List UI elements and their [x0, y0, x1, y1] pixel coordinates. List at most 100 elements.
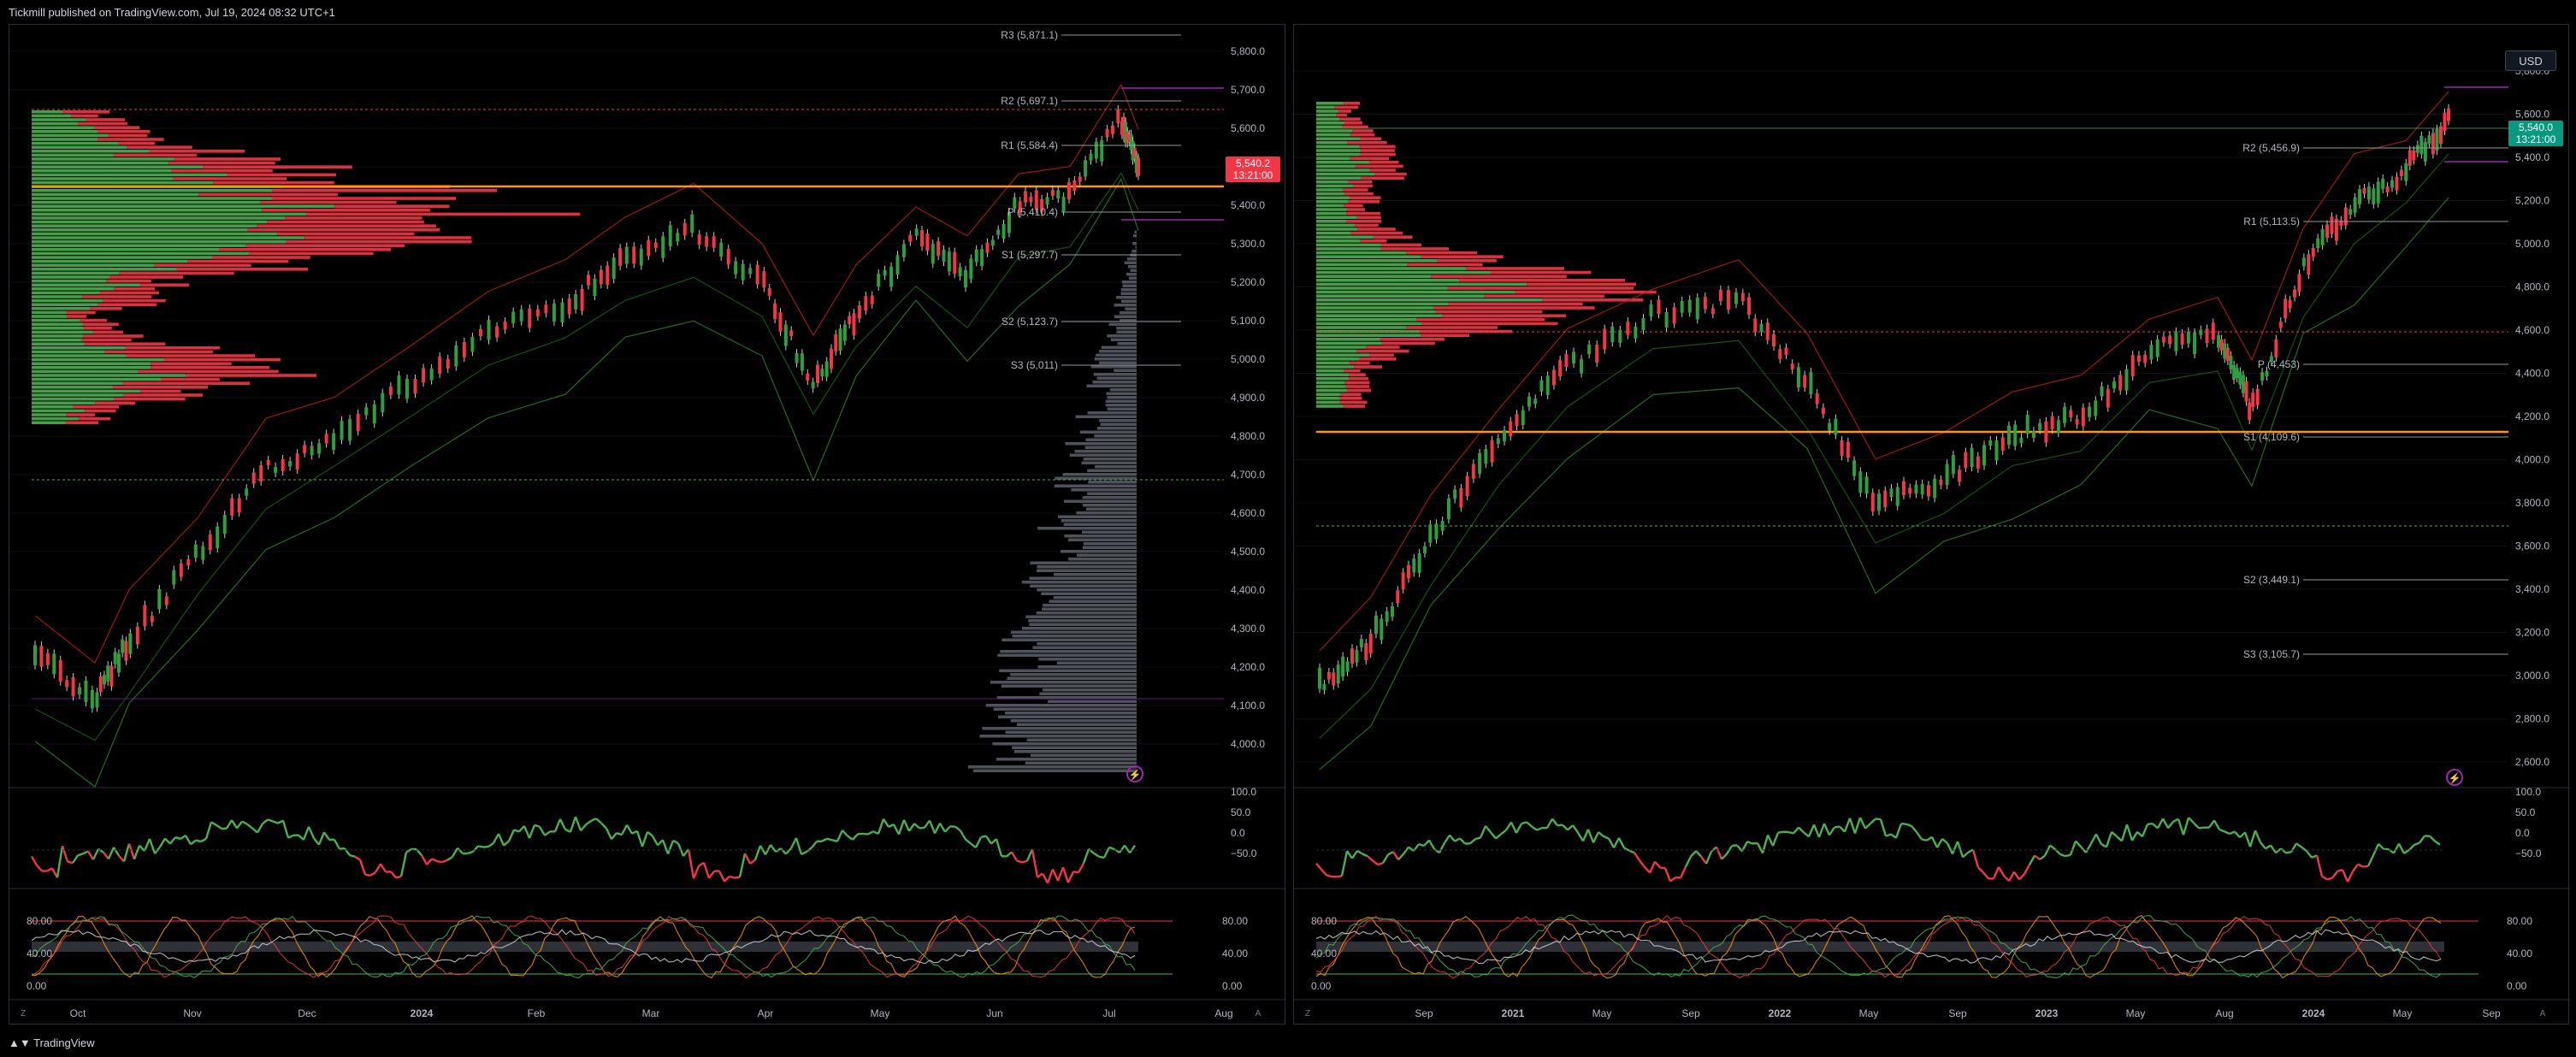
right-chart-canvas[interactable]: R2 (5,456.9) R1 (5,113.5) P (4,453) S1 (4,1… — [1294, 25, 2570, 1025]
candle-body — [1976, 456, 1980, 469]
vp-bar-down — [174, 157, 281, 161]
rsi-line-segment — [692, 865, 700, 879]
currency-button[interactable]: USD — [2505, 50, 2556, 71]
rsi-line-segment — [1372, 859, 1379, 865]
left-lightning-icon[interactable] — [1126, 765, 1143, 782]
pivot-label: P (5,410.4) — [1007, 206, 1058, 218]
candle-body — [2238, 371, 2242, 385]
left-auto-icon[interactable]: A — [1256, 1009, 1261, 1019]
right-price-axis[interactable]: 5,800.05,600.05,400.05,200.05,000.04,800… — [2515, 65, 2549, 768]
right-lightning-icon[interactable] — [2446, 769, 2463, 786]
volume-histogram-bar — [1124, 261, 1137, 264]
rsi-line-segment — [251, 827, 258, 834]
rsi-line-segment — [1315, 862, 1322, 871]
right-auto-icon[interactable]: A — [2540, 1009, 2546, 1019]
candle-body — [2404, 162, 2408, 181]
candle-body — [870, 295, 874, 304]
rsi-line-segment — [2315, 855, 2324, 877]
volume-histogram-bar — [1037, 642, 1137, 646]
right-z-icon[interactable]: Z — [1305, 1009, 1310, 1019]
rsi-line-segment — [2265, 844, 2272, 850]
vp-bar-down — [1466, 267, 1564, 270]
vp-bar-down — [1542, 298, 1644, 302]
vp-bar-up — [1316, 290, 1515, 294]
rsi-line-segment — [420, 854, 428, 865]
rsi-line-segment — [1803, 831, 1810, 838]
rsi-line-segment — [317, 831, 326, 846]
rsi-line-segment — [1864, 823, 1871, 830]
vp-bar-up — [32, 118, 86, 121]
rsi-line-segment — [107, 847, 115, 859]
rsi-line-segment — [558, 818, 567, 830]
candle-body — [1901, 481, 1905, 496]
vp-bar-up — [1316, 393, 1341, 396]
right-overlay-lines — [1316, 86, 2508, 771]
chart-panel-left[interactable]: R3 (5,871.1) R2 (5,697.1) R1 (5,584.4) P (5… — [9, 7, 1286, 1025]
vp-bar-down — [140, 389, 181, 393]
vp-bar-up — [1316, 145, 1360, 149]
vp-bar-down — [1350, 156, 1390, 160]
vp-bar-up — [1316, 188, 1344, 192]
rsi-line-segment — [2289, 842, 2298, 853]
candle-body — [1034, 190, 1038, 210]
rsi-line-segment — [1551, 818, 1558, 826]
candle-body — [838, 328, 842, 351]
vp-bar-down — [114, 287, 155, 291]
rsi-line-segment — [1823, 823, 1831, 836]
vp-bar-up — [1316, 310, 1436, 314]
chart-panel-right[interactable]: R2 (5,456.9) R1 (5,113.5) P (4,453) S1 (4,1… — [1293, 24, 2570, 1025]
candle-body — [1803, 375, 1807, 388]
volume-histogram-bar — [1069, 453, 1137, 457]
rsi-line-segment — [1403, 846, 1409, 855]
volume-histogram-bar — [1130, 269, 1137, 272]
right-rsi-pane — [1315, 817, 2444, 883]
vp-bar-up — [1316, 279, 1459, 282]
rsi-line-segment — [1705, 851, 1713, 865]
candle-body — [179, 563, 183, 577]
candle-body — [1422, 546, 1427, 553]
vp-bar-down — [1356, 216, 1381, 219]
left-z-icon[interactable]: Z — [21, 1009, 26, 1019]
candle-body — [2278, 322, 2283, 328]
price-axis-label: 4,900.0 — [1231, 392, 1265, 404]
rsi-line-segment — [1438, 842, 1446, 853]
candle-body — [2130, 355, 2135, 376]
candle-body — [748, 268, 753, 275]
candle-body — [901, 244, 906, 257]
candle-body — [1496, 438, 1500, 444]
candle-body — [2260, 372, 2265, 381]
rsi-line-segment — [1021, 859, 1028, 864]
rsi-line-segment — [1098, 855, 1105, 859]
left-chart-canvas[interactable]: R3 (5,871.1) R2 (5,697.1) R1 (5,584.4) P (5… — [9, 7, 1286, 1025]
left-time-axis[interactable]: Oct Nov Dec 2024 Feb Mar Apr May Jun Jul Aug — [70, 1007, 1233, 1019]
rsi-axis-label: 0.0 — [1231, 827, 1245, 839]
candle-body — [487, 320, 491, 340]
vp-bar-up — [32, 405, 74, 409]
candle-body — [1828, 422, 1832, 431]
volume-histogram-bar — [1131, 250, 1137, 253]
rsi-line-segment — [2084, 842, 2093, 853]
stoch-axis-label-left: 80.00 — [27, 915, 52, 927]
time-axis-label: Sep — [2482, 1007, 2501, 1019]
volume-histogram-bar — [973, 769, 1137, 772]
vp-bar-down — [1515, 290, 1657, 294]
left-price-axis[interactable]: 5,900.05,800.05,700.05,600.05,500.05,400… — [1231, 7, 1265, 750]
candle-body — [1385, 611, 1389, 623]
right-time-axis[interactable]: Sep 2021 May Sep 2022 May Sep 2023 May Aug 2024 May… — [1415, 1007, 2501, 1019]
time-axis-label: Mar — [642, 1007, 660, 1019]
rsi-line-segment — [1061, 866, 1070, 883]
candle-body — [78, 687, 82, 695]
rsi-line-segment — [2111, 830, 2118, 837]
rsi-line-segment — [647, 830, 653, 837]
vp-bar-up — [1316, 369, 1344, 373]
candle-body — [2307, 254, 2311, 275]
rsi-line-segment — [2130, 831, 2139, 841]
candle-body — [1815, 393, 1819, 404]
vp-bar-down — [66, 315, 87, 318]
vp-bar-up — [1316, 349, 1357, 353]
tradingview-logo[interactable]: ▲▼ TradingView — [9, 1036, 95, 1049]
rsi-line-segment — [1766, 834, 1775, 847]
rsi-line-segment — [877, 818, 885, 835]
candle-body — [2395, 176, 2399, 191]
volume-histogram-bar — [1038, 658, 1137, 661]
